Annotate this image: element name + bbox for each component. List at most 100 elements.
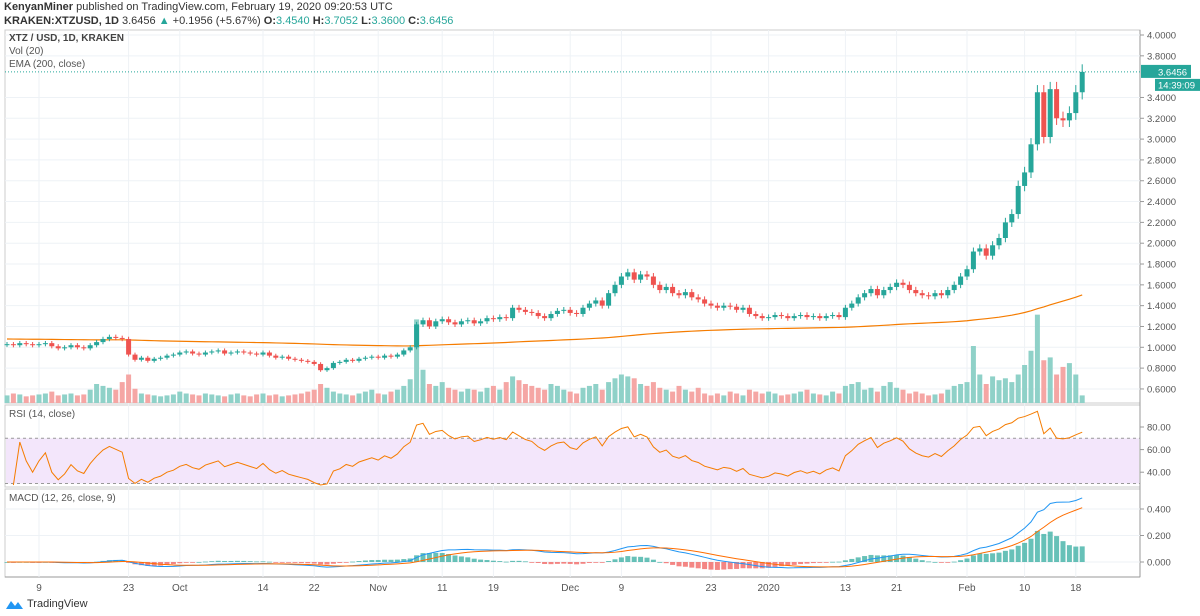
candle[interactable] xyxy=(913,286,919,297)
candle[interactable] xyxy=(209,349,215,355)
candle[interactable] xyxy=(87,343,93,351)
candle[interactable] xyxy=(241,349,247,355)
candle[interactable] xyxy=(996,233,1002,250)
candle[interactable] xyxy=(279,354,285,360)
candle[interactable] xyxy=(561,306,567,314)
candle[interactable] xyxy=(1028,138,1034,178)
candle[interactable] xyxy=(158,355,164,361)
candle[interactable] xyxy=(74,343,80,350)
candle[interactable] xyxy=(478,318,484,326)
candle[interactable] xyxy=(798,312,804,319)
candle[interactable] xyxy=(132,352,138,362)
candle[interactable] xyxy=(407,345,413,353)
candle[interactable] xyxy=(874,285,880,299)
candle[interactable] xyxy=(10,342,16,348)
candle[interactable] xyxy=(740,304,746,313)
candle[interactable] xyxy=(810,313,816,320)
candle[interactable] xyxy=(567,306,573,316)
candle[interactable] xyxy=(625,268,631,281)
candle[interactable] xyxy=(945,286,951,299)
candle[interactable] xyxy=(62,345,68,351)
candle[interactable] xyxy=(1060,111,1066,127)
candle[interactable] xyxy=(362,355,368,361)
candle[interactable] xyxy=(849,300,855,311)
candle[interactable] xyxy=(4,342,10,347)
candle[interactable] xyxy=(836,312,842,320)
candle[interactable] xyxy=(689,288,695,301)
candle[interactable] xyxy=(113,334,119,341)
candle[interactable] xyxy=(292,356,298,362)
candle[interactable] xyxy=(356,356,362,363)
candle[interactable] xyxy=(426,317,432,329)
candle[interactable] xyxy=(458,318,464,327)
candle[interactable] xyxy=(881,286,887,299)
candle[interactable] xyxy=(586,300,592,311)
candle[interactable] xyxy=(247,350,253,356)
candle[interactable] xyxy=(951,281,957,294)
candle[interactable] xyxy=(273,353,279,360)
candle[interactable] xyxy=(714,302,720,311)
candle[interactable] xyxy=(234,349,240,355)
candle[interactable] xyxy=(1066,106,1072,127)
candle[interactable] xyxy=(465,317,471,324)
candle[interactable] xyxy=(170,352,176,358)
legend-rsi[interactable]: RSI (14, close) xyxy=(9,409,76,420)
candle[interactable] xyxy=(612,281,618,297)
candle[interactable] xyxy=(471,317,477,326)
candle[interactable] xyxy=(772,312,778,320)
candle[interactable] xyxy=(938,290,944,299)
candle[interactable] xyxy=(970,247,976,273)
candle[interactable] xyxy=(106,334,112,342)
candle[interactable] xyxy=(964,265,970,281)
candle[interactable] xyxy=(196,351,202,357)
candle[interactable] xyxy=(926,292,932,300)
candle[interactable] xyxy=(548,311,554,321)
candle[interactable] xyxy=(228,350,234,356)
candle[interactable] xyxy=(311,360,317,366)
candle[interactable] xyxy=(932,290,938,300)
candle[interactable] xyxy=(862,290,868,301)
candle[interactable] xyxy=(919,290,925,299)
candle[interactable] xyxy=(394,352,400,359)
candle[interactable] xyxy=(1041,85,1047,144)
candle[interactable] xyxy=(350,357,356,363)
legend-ema[interactable]: EMA (200, close) xyxy=(9,59,86,70)
candle[interactable] xyxy=(388,353,394,359)
candle[interactable] xyxy=(574,310,580,317)
candle[interactable] xyxy=(638,270,644,284)
candle[interactable] xyxy=(791,313,797,321)
candle[interactable] xyxy=(663,283,669,294)
candle[interactable] xyxy=(887,283,893,294)
candle[interactable] xyxy=(190,349,196,356)
candle[interactable] xyxy=(420,317,426,327)
candle[interactable] xyxy=(318,362,324,372)
legend-macd[interactable]: MACD (12, 26, close, 9) xyxy=(9,493,116,504)
candle[interactable] xyxy=(497,314,503,322)
candle[interactable] xyxy=(580,304,586,317)
candle[interactable] xyxy=(1073,85,1079,120)
candle[interactable] xyxy=(177,350,183,357)
candle[interactable] xyxy=(900,279,906,289)
candle[interactable] xyxy=(830,312,836,319)
candle[interactable] xyxy=(727,302,733,310)
candle[interactable] xyxy=(746,304,752,317)
candle[interactable] xyxy=(375,354,381,360)
candle[interactable] xyxy=(778,312,784,319)
candle[interactable] xyxy=(433,318,439,329)
candle[interactable] xyxy=(804,312,810,320)
candle[interactable] xyxy=(369,354,375,360)
candle[interactable] xyxy=(49,340,55,349)
candle[interactable] xyxy=(260,350,266,357)
candle[interactable] xyxy=(298,357,304,363)
candle[interactable] xyxy=(817,313,823,321)
candle[interactable] xyxy=(631,268,637,284)
candle[interactable] xyxy=(702,296,708,307)
candle[interactable] xyxy=(990,241,996,260)
candle[interactable] xyxy=(1015,180,1021,219)
candle[interactable] xyxy=(708,300,714,309)
candle[interactable] xyxy=(599,297,605,309)
legend-vol[interactable]: Vol (20) xyxy=(9,46,44,57)
candle[interactable] xyxy=(138,355,144,362)
candle[interactable] xyxy=(593,297,599,307)
candle[interactable] xyxy=(676,290,682,299)
